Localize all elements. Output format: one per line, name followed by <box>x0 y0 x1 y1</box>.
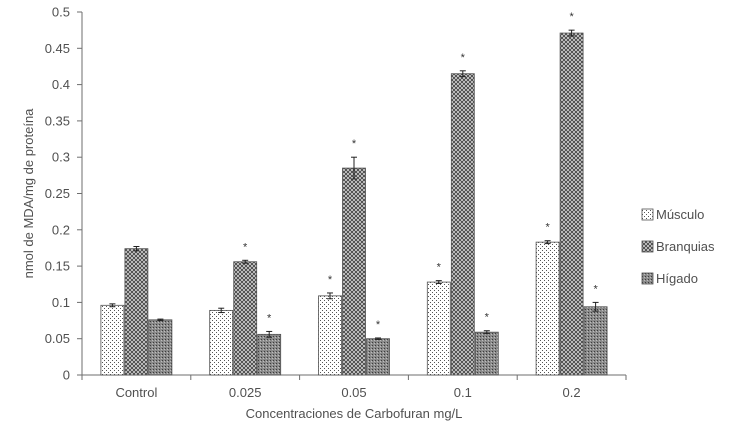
y-tick-label: 0.25 <box>45 186 70 201</box>
legend-swatch-crosshatch <box>641 240 654 253</box>
bar-dense <box>583 306 608 376</box>
y-tick-label: 0.1 <box>52 295 70 310</box>
significance-mark: * <box>376 319 381 331</box>
significance-mark: * <box>545 222 550 234</box>
significance-mark: * <box>593 283 598 295</box>
y-tick-label: 0.4 <box>52 77 70 92</box>
significance-mark: * <box>267 312 272 324</box>
bar-crosshatch <box>559 32 584 376</box>
y-tick-label: 0.3 <box>52 150 70 165</box>
y-tick-label: 0.35 <box>45 113 70 128</box>
bar-crosshatch <box>124 248 149 376</box>
significance-mark: * <box>485 312 490 324</box>
legend-swatch-dense <box>641 272 654 285</box>
y-tick-label: 0.2 <box>52 222 70 237</box>
y-tick-label: 0.45 <box>45 41 70 56</box>
legend-label: Hígado <box>656 271 698 286</box>
bar-dots <box>318 295 342 376</box>
x-tick-label: 0.1 <box>454 385 472 400</box>
legend-swatch-dots <box>641 208 654 221</box>
x-axis-title: Concentraciones de Carbofuran mg/L <box>246 406 463 421</box>
x-tick-label: Control <box>115 385 157 400</box>
bar-crosshatch <box>450 73 475 376</box>
bar-dense <box>366 338 390 376</box>
bar-dots <box>209 309 234 376</box>
significance-mark: * <box>437 262 442 274</box>
bar-crosshatch <box>342 167 366 376</box>
significance-mark: * <box>243 241 248 253</box>
y-tick-label: 0.5 <box>52 5 70 20</box>
significance-mark: * <box>328 274 333 286</box>
bar-dots <box>535 241 560 376</box>
legend-label: Branquias <box>656 239 715 254</box>
axes: 0 0.05 0.1 0.15 0.2 0.25 0.3 0.35 0.4 0.45 0.5 Cont… <box>21 5 627 421</box>
x-tick-label: 0.05 <box>341 385 366 400</box>
bars: * * * * * * * * * * * <box>100 11 608 376</box>
x-tick-label: 0.025 <box>229 385 262 400</box>
y-tick-label: 0.05 <box>45 331 70 346</box>
bar-dense <box>148 319 173 376</box>
significance-mark: * <box>352 138 357 150</box>
legend-label: Músculo <box>656 207 704 222</box>
bar-dots <box>426 281 451 376</box>
y-axis-title: nmol de MDA/mg de proteína <box>21 108 36 279</box>
bar-dots <box>100 304 125 376</box>
significance-mark: * <box>569 11 574 23</box>
y-tick-label: 0 <box>63 368 70 383</box>
bar-dense <box>257 333 282 376</box>
y-tick-label: 0.15 <box>45 259 70 274</box>
significance-mark: * <box>461 52 466 64</box>
legend: Músculo Branquias Hígado <box>641 207 715 286</box>
x-tick-label: 0.2 <box>563 385 581 400</box>
bar-dense <box>474 331 499 376</box>
bar-crosshatch <box>233 261 258 376</box>
